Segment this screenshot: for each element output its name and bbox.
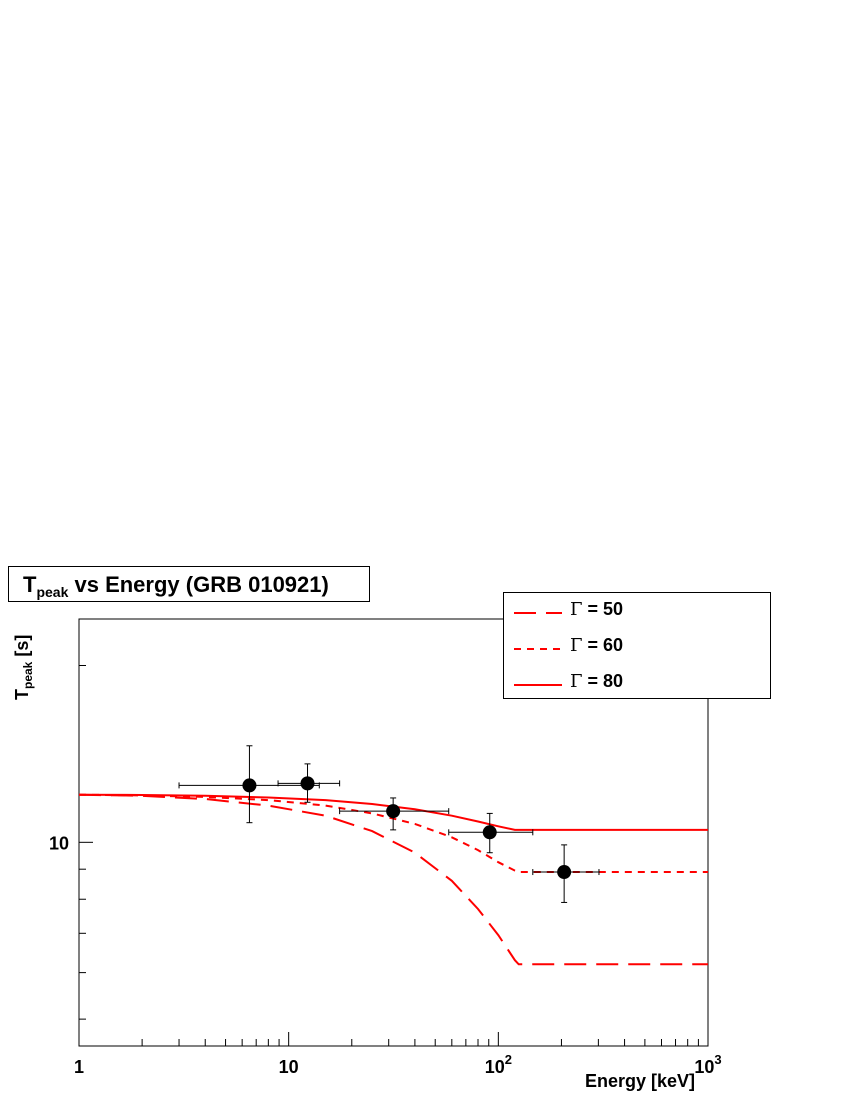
data-points (178, 745, 600, 903)
legend-item-gamma-50: Γ = 50 (504, 597, 770, 627)
tick-labels: 1 10 102 103 10 (49, 833, 722, 1077)
data-point-2 (277, 763, 341, 803)
legend-item-gamma-80: Γ = 80 (504, 669, 770, 699)
legend-swatch-gamma-60 (514, 648, 562, 650)
axis-ticks (78, 665, 709, 1046)
legend: Γ = 50 Γ = 60 Γ = 80 (503, 592, 771, 699)
data-point-5 (532, 844, 600, 903)
series-line-gamma-50 (78, 793, 708, 966)
data-marker (482, 825, 497, 840)
data-point-4 (448, 812, 534, 854)
legend-label-gamma-80: Γ = 80 (570, 671, 624, 692)
x-axis-label: Energy [keV] (585, 1071, 696, 1091)
x-tick-label-1: 1 (74, 1057, 84, 1077)
data-point-3 (339, 797, 450, 831)
legend-item-gamma-60: Γ = 60 (504, 633, 770, 663)
series-line-gamma-80 (78, 793, 708, 831)
chart-title: Tpeak vs Energy (GRB 010921) (8, 566, 370, 602)
y-tick-label-10: 10 (49, 833, 69, 853)
legend-swatch-gamma-50 (514, 612, 562, 614)
legend-label-gamma-60: Γ = 60 (570, 635, 624, 656)
data-point-1 (178, 745, 320, 824)
legend-label-gamma-50: Γ = 50 (570, 599, 624, 620)
data-marker (300, 776, 315, 791)
legend-swatch-gamma-80 (514, 684, 562, 686)
x-tick-label-100: 102 (485, 1052, 512, 1077)
x-tick-label-10: 10 (279, 1057, 299, 1077)
data-marker (242, 778, 257, 793)
plot-frame (78, 618, 709, 1047)
x-tick-label-1000: 103 (694, 1052, 721, 1077)
data-marker (386, 804, 401, 819)
y-axis-label: Tpeak [s] (12, 634, 35, 700)
data-marker (557, 865, 572, 880)
